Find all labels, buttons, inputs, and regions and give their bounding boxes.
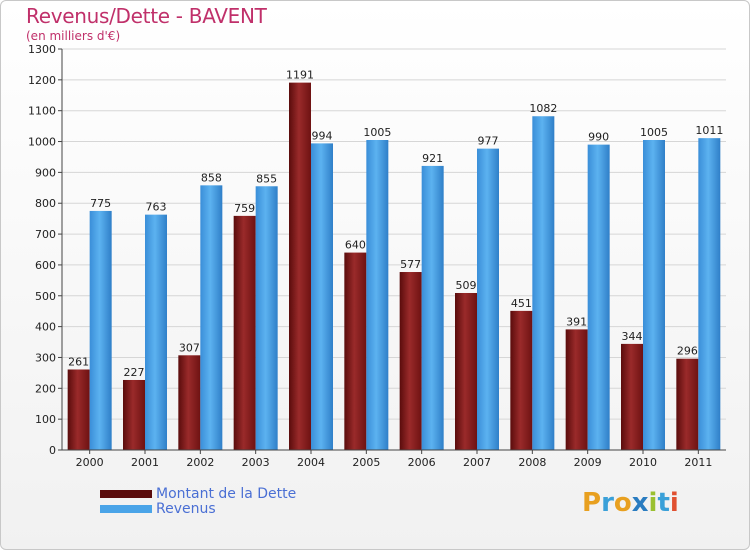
legend-label-revenue: Revenus [156, 500, 216, 517]
bar-revenue [145, 214, 167, 450]
logo-letter: x [631, 488, 649, 518]
legend: Montant de la Dette Revenus [100, 485, 297, 517]
data-label-debt: 451 [511, 297, 532, 310]
data-label-debt: 307 [179, 341, 200, 354]
y-tick-label: 900 [35, 166, 56, 179]
data-label-revenue: 990 [588, 131, 609, 144]
legend-item-revenue: Revenus [100, 500, 296, 517]
chart-subtitle: (en milliers d'€) [26, 29, 121, 43]
x-tick-label: 2011 [684, 456, 712, 469]
logo-letter: P [582, 488, 602, 518]
bar-debt [289, 82, 311, 450]
bar-revenue [698, 138, 721, 450]
data-label-revenue: 1011 [695, 124, 723, 137]
data-label-debt: 227 [124, 366, 145, 379]
bar-debt [455, 292, 477, 450]
legend-swatch-debt [100, 489, 152, 498]
grid [62, 48, 726, 420]
data-label-revenue: 1005 [363, 126, 391, 139]
bar-revenue [587, 144, 610, 450]
x-tick-label: 2010 [629, 456, 657, 469]
data-label-revenue: 977 [478, 135, 499, 148]
data-label-debt: 296 [677, 345, 698, 358]
proxiti-logo: Proxiti [582, 488, 679, 518]
y-tick-label: 1200 [28, 74, 56, 87]
x-tick-label: 2002 [186, 456, 214, 469]
bar-revenue [366, 139, 389, 450]
x-tick-label: 2005 [352, 456, 380, 469]
data-label-debt: 1191 [286, 69, 314, 82]
value-labels: 261 775 227 763 307 858 759 855 1191 994 640 1005 57… [68, 69, 723, 379]
y-tick-label: 500 [35, 290, 56, 303]
bar-debt [233, 215, 256, 450]
x-tick-label: 2003 [242, 456, 270, 469]
y-tick-label: 200 [35, 382, 56, 395]
logo-letter: i [669, 488, 679, 518]
bar-revenue [643, 139, 665, 450]
y-tick-label: 300 [35, 351, 56, 364]
x-tick-label: 2009 [574, 456, 602, 469]
legend-swatch-revenue [100, 504, 152, 513]
data-label-revenue: 1005 [640, 126, 668, 139]
logo-letter: r [601, 488, 614, 518]
y-tick-label: 1100 [28, 105, 56, 118]
chart-title: Revenus/Dette - BAVENT [26, 4, 267, 28]
x-tick-label: 2004 [297, 456, 325, 469]
y-tick-label: 700 [35, 228, 56, 241]
logo-letter: t [657, 488, 670, 518]
x-tick-label: 2000 [76, 456, 104, 469]
bar-debt [67, 369, 90, 450]
data-label-revenue: 855 [256, 172, 277, 185]
data-label-debt: 261 [68, 355, 89, 368]
bar-debt [565, 329, 588, 450]
bar-debt [178, 355, 201, 450]
data-label-revenue: 1082 [529, 102, 557, 115]
data-label-debt: 640 [345, 239, 366, 252]
y-tick-label: 1000 [28, 136, 56, 149]
y-tick-label: 1300 [28, 43, 56, 56]
y-tick-label: 100 [35, 413, 56, 426]
x-tick-label: 2006 [408, 456, 436, 469]
data-label-debt: 577 [400, 258, 421, 271]
bar-revenue [311, 143, 333, 451]
x-tick-label: 2007 [463, 456, 491, 469]
data-label-debt: 759 [234, 202, 255, 215]
bar-debt [676, 358, 699, 450]
y-tick-label: 800 [35, 197, 56, 210]
data-label-revenue: 994 [312, 129, 333, 142]
bar-debt [510, 310, 533, 450]
data-label-revenue: 763 [146, 201, 167, 214]
y-tick-label: 400 [35, 321, 56, 334]
bar-revenue [255, 186, 278, 450]
data-label-revenue: 858 [201, 171, 222, 184]
bar-revenue [89, 210, 112, 450]
data-label-debt: 344 [622, 330, 643, 343]
data-label-revenue: 921 [422, 152, 443, 165]
logo-letter: o [613, 488, 632, 518]
logo-letter: i [648, 488, 658, 518]
bar-revenue [532, 116, 555, 450]
bar-debt [344, 252, 367, 450]
y-tick-label: 0 [49, 444, 56, 457]
bar-revenue [477, 148, 499, 451]
x-tick-label: 2001 [131, 456, 159, 469]
bar-revenue [421, 165, 444, 450]
x-tick-label: 2008 [518, 456, 546, 469]
data-label-revenue: 775 [90, 197, 111, 210]
legend-label-debt: Montant de la Dette [156, 485, 297, 502]
axes: 0 100 200 300 400 500 600 700 800 900 1000 1100 1200… [28, 43, 726, 469]
data-label-debt: 509 [456, 279, 477, 292]
bar-revenue [200, 185, 223, 450]
bar-debt [123, 379, 145, 450]
legend-item-debt: Montant de la Dette [100, 485, 297, 502]
bars [67, 82, 721, 451]
bar-debt [399, 272, 422, 450]
bar-debt [621, 343, 643, 450]
y-tick-label: 600 [35, 259, 56, 272]
data-label-debt: 391 [566, 315, 587, 328]
